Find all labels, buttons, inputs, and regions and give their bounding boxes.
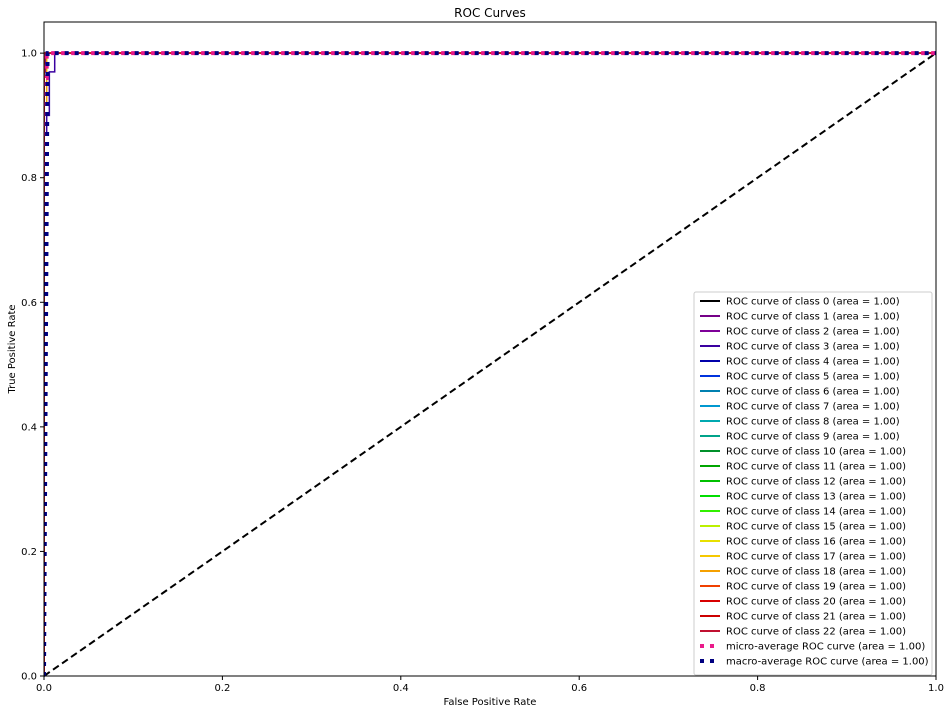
legend-label: ROC curve of class 5 (area = 1.00) bbox=[726, 372, 900, 383]
x-tick-label: 0.0 bbox=[36, 683, 52, 694]
legend-label: ROC curve of class 19 (area = 1.00) bbox=[726, 582, 906, 593]
legend-label: ROC curve of class 15 (area = 1.00) bbox=[726, 522, 906, 533]
y-tick-label: 0.8 bbox=[21, 173, 37, 184]
legend-label: ROC curve of class 0 (area = 1.00) bbox=[726, 297, 900, 308]
legend-label: micro-average ROC curve (area = 1.00) bbox=[726, 642, 925, 653]
legend-label: ROC curve of class 16 (area = 1.00) bbox=[726, 537, 906, 548]
plot-area bbox=[43, 51, 937, 677]
y-tick-label: 0.4 bbox=[21, 422, 37, 433]
legend-label: ROC curve of class 13 (area = 1.00) bbox=[726, 492, 906, 503]
axes-frame bbox=[43, 21, 937, 677]
y-tick-label: 0.6 bbox=[21, 298, 37, 309]
legend-label: ROC curve of class 7 (area = 1.00) bbox=[726, 402, 900, 413]
x-tick-label: 0.8 bbox=[750, 683, 766, 694]
chart-title: ROC Curves bbox=[454, 6, 526, 20]
x-axis-label: False Positive Rate bbox=[444, 697, 537, 708]
legend-label: ROC curve of class 6 (area = 1.00) bbox=[726, 387, 900, 398]
x-tick-label: 1.0 bbox=[928, 683, 944, 694]
axes: 0.0 0.2 0.4 0.6 0.8 1.0 0.0 0.2 0.4 0.6 0.8 1.0 bbox=[21, 21, 944, 694]
x-tick-label: 0.4 bbox=[393, 683, 409, 694]
y-tick-label: 1.0 bbox=[21, 49, 37, 60]
legend-label: ROC curve of class 18 (area = 1.00) bbox=[726, 567, 906, 578]
y-axis-label: True Positive Rate bbox=[7, 304, 18, 394]
legend-label: ROC curve of class 20 (area = 1.00) bbox=[726, 597, 906, 608]
legend-box bbox=[693, 291, 933, 676]
chance-diagonal-line bbox=[43, 52, 937, 677]
legend-label: ROC curve of class 12 (area = 1.00) bbox=[726, 477, 906, 488]
x-tick-label: 0.6 bbox=[571, 683, 587, 694]
legend-label: ROC curve of class 9 (area = 1.00) bbox=[726, 432, 900, 443]
legend-label: ROC curve of class 3 (area = 1.00) bbox=[726, 342, 900, 353]
y-tick-label: 0.0 bbox=[21, 672, 37, 683]
roc-series-line-23 bbox=[44, 51, 936, 676]
legend-label: ROC curve of class 10 (area = 1.00) bbox=[726, 447, 906, 458]
legend-label: ROC curve of class 17 (area = 1.00) bbox=[726, 552, 906, 563]
legend: ROC curve of class 0 (area = 1.00) ROC cu… bbox=[693, 291, 933, 676]
legend-label: ROC curve of class 2 (area = 1.00) bbox=[726, 327, 900, 338]
legend-label: ROC curve of class 8 (area = 1.00) bbox=[726, 417, 900, 428]
y-tick-label: 0.2 bbox=[21, 547, 37, 558]
legend-label: macro-average ROC curve (area = 1.00) bbox=[726, 657, 929, 668]
legend-label: ROC curve of class 1 (area = 1.00) bbox=[726, 312, 900, 323]
x-tick-label: 0.2 bbox=[214, 683, 230, 694]
legend-label: ROC curve of class 14 (area = 1.00) bbox=[726, 507, 906, 518]
legend-label: ROC curve of class 21 (area = 1.00) bbox=[726, 612, 906, 623]
roc-series-line-24 bbox=[44, 51, 936, 676]
legend-label: ROC curve of class 4 (area = 1.00) bbox=[726, 357, 900, 368]
legend-label: ROC curve of class 22 (area = 1.00) bbox=[726, 627, 906, 638]
legend-label: ROC curve of class 11 (area = 1.00) bbox=[726, 462, 906, 473]
